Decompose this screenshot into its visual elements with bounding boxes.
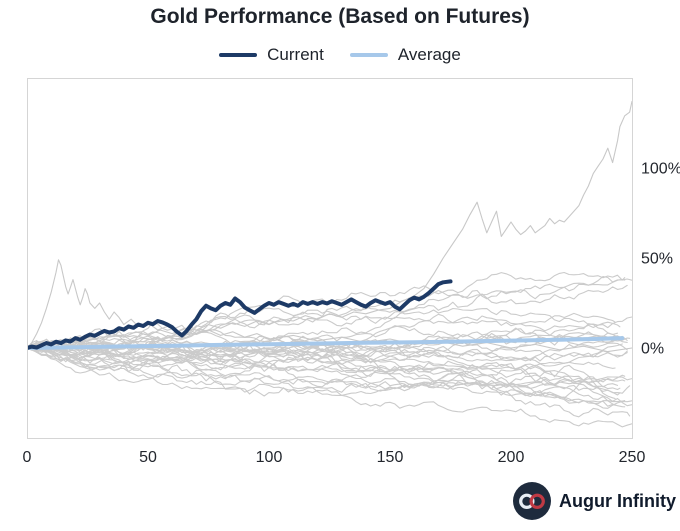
- historical-line: [27, 345, 632, 407]
- historical-line: [27, 344, 621, 396]
- current-line: [27, 279, 453, 350]
- historical-line: [27, 335, 631, 399]
- x-tick-label: 200: [498, 449, 525, 466]
- y-tick-label: 50%: [641, 251, 673, 268]
- x-tick-label: 50: [139, 449, 157, 466]
- historical-outlier-late-rally: [27, 100, 632, 349]
- x-tick-label: 100: [256, 449, 283, 466]
- performance-line-chart: 0 50 100 150 200 250 0% 50% 100%: [23, 78, 680, 466]
- legend-label-current: Current: [267, 45, 324, 64]
- brand-footer: Augur Infinity: [513, 482, 676, 520]
- historical-line: [27, 342, 632, 428]
- augur-infinity-logo-icon: [513, 482, 552, 520]
- current-line-swatch: [219, 53, 258, 57]
- legend-label-average: Average: [397, 45, 461, 64]
- legend-item-average: Average: [349, 45, 461, 65]
- chart-title: Gold Performance (Based on Futures): [150, 5, 530, 28]
- chart-legend: Current Average: [0, 45, 680, 65]
- plot-border: [27, 78, 633, 439]
- historical-line: [27, 337, 631, 418]
- average-line-swatch: [349, 53, 388, 57]
- y-tick-label: 0%: [641, 341, 664, 358]
- legend-item-current: Current: [219, 45, 324, 65]
- average-line: [27, 336, 625, 350]
- infinity-right-loop: [529, 493, 545, 509]
- x-tick-label: 150: [377, 449, 404, 466]
- y-tick-label: 100%: [641, 161, 680, 178]
- plot-lines-group: [27, 100, 632, 428]
- x-tick-label: 0: [23, 449, 32, 466]
- historical-line: [27, 347, 626, 408]
- historical-line: [27, 345, 628, 371]
- infinity-left-loop: [519, 493, 535, 509]
- x-tick-label: 250: [619, 449, 646, 466]
- historical-outlier-early-spike: [27, 259, 632, 353]
- brand-name: Augur Infinity: [559, 490, 676, 511]
